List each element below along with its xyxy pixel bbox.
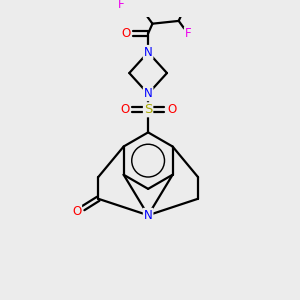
- Text: O: O: [121, 27, 130, 40]
- Text: N: N: [144, 209, 152, 222]
- Text: S: S: [144, 103, 152, 116]
- Text: F: F: [185, 27, 191, 40]
- Text: N: N: [144, 46, 152, 59]
- Text: N: N: [144, 87, 152, 100]
- Text: O: O: [120, 103, 129, 116]
- Text: O: O: [72, 206, 81, 218]
- Text: O: O: [167, 103, 176, 116]
- Text: F: F: [118, 0, 124, 11]
